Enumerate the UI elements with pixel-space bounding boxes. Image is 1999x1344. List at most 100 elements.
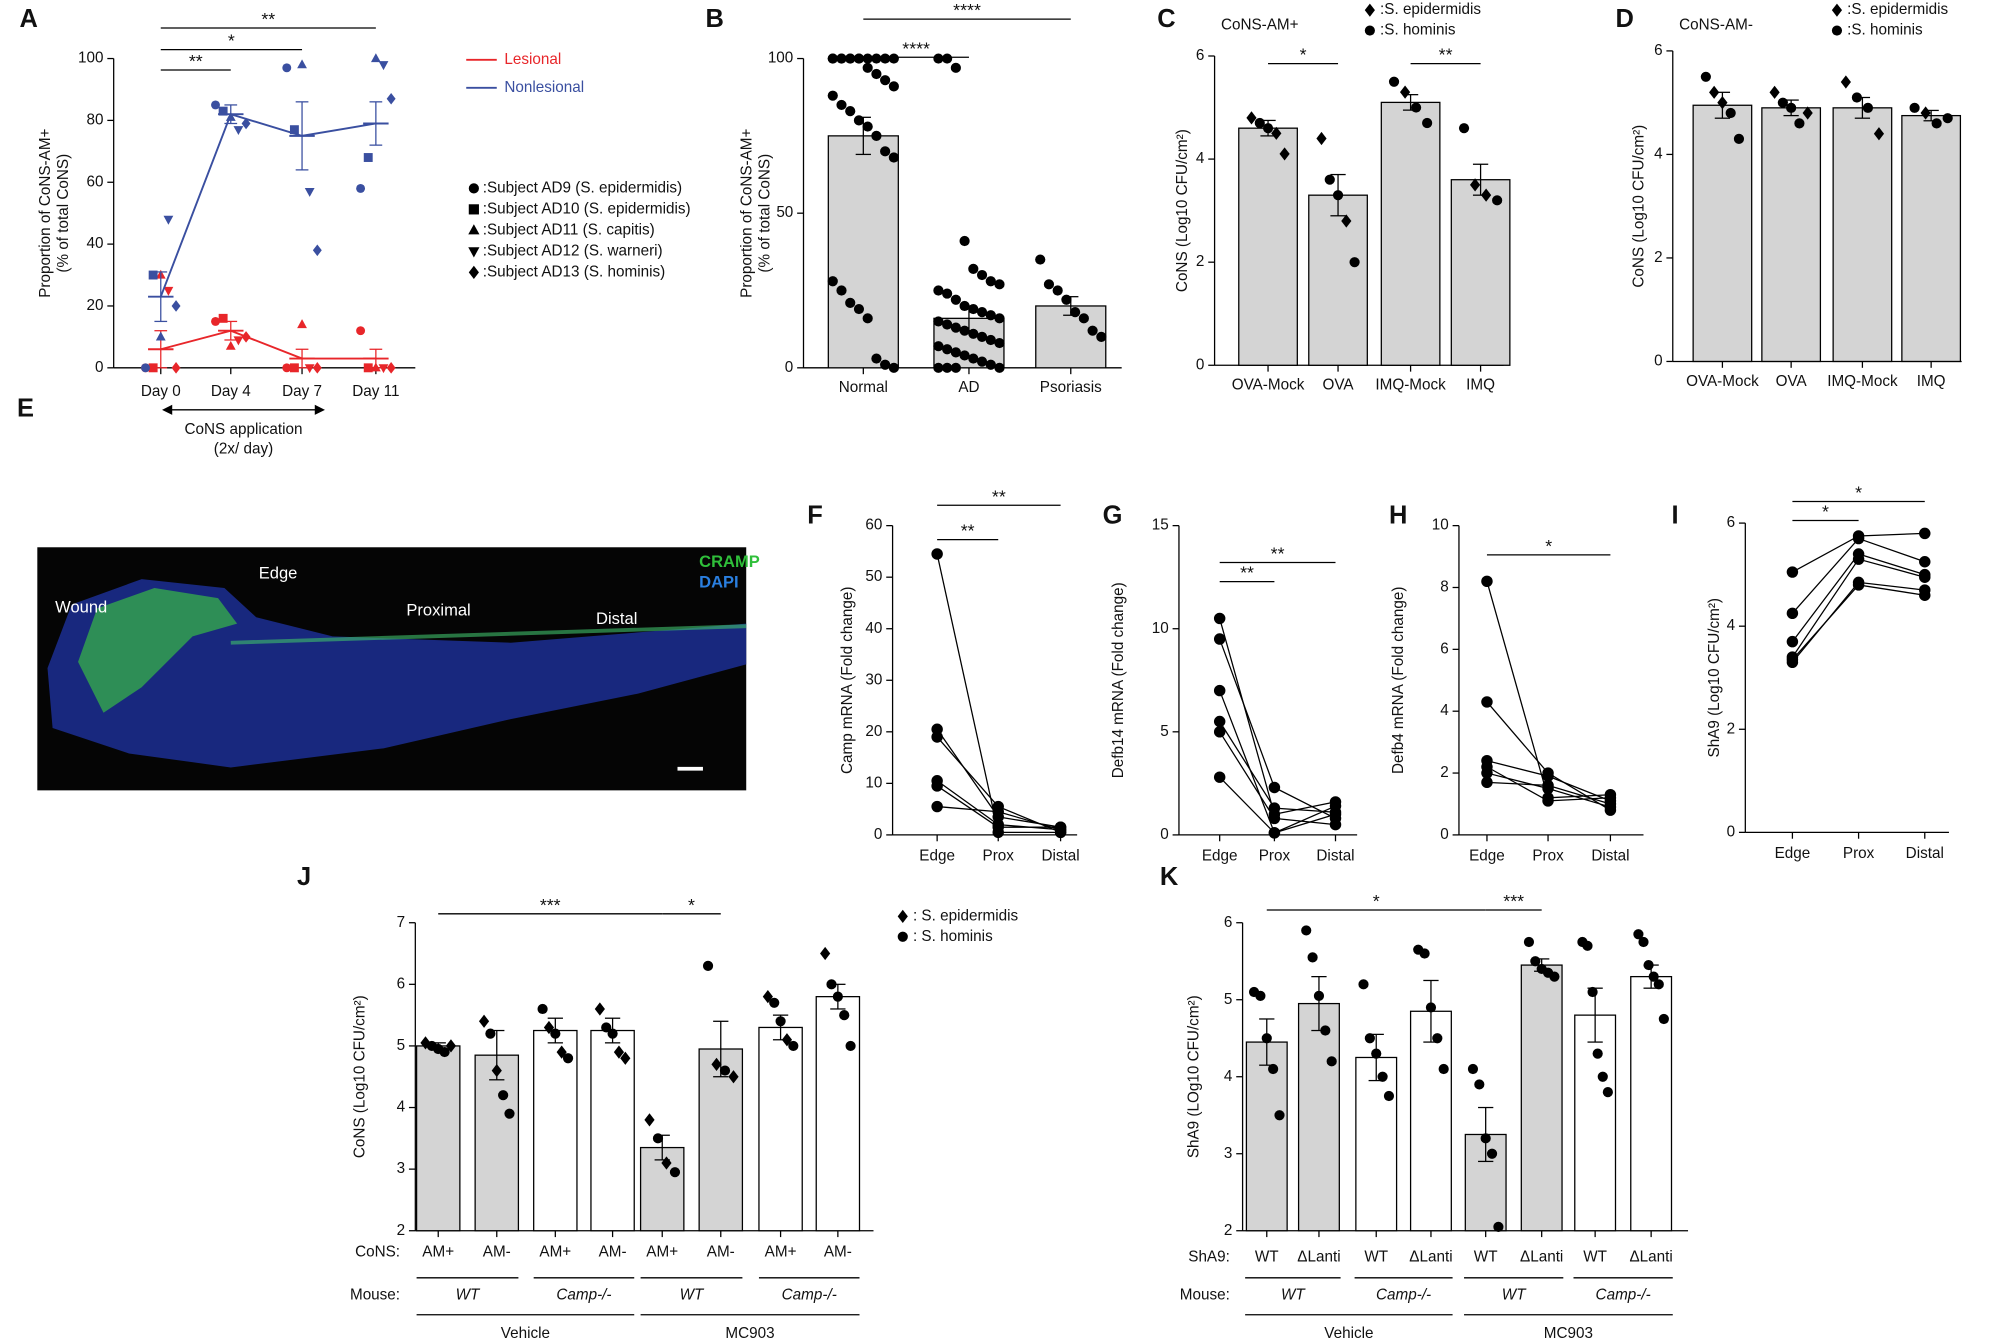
x-tick-label: AD xyxy=(958,379,979,396)
data-point xyxy=(218,313,228,323)
x-tick-label: Day 11 xyxy=(352,383,399,400)
data-point xyxy=(1648,971,1659,982)
data-point xyxy=(1717,96,1728,110)
data-point xyxy=(644,1113,655,1127)
data-point xyxy=(1307,952,1318,963)
data-point xyxy=(888,362,899,373)
x-tick-label: IMQ xyxy=(1466,377,1495,394)
data-point xyxy=(504,1108,515,1119)
significance-label: ** xyxy=(992,486,1006,506)
data-point xyxy=(933,316,944,327)
x-tick-label: AM+ xyxy=(765,1243,797,1260)
data-point xyxy=(289,363,299,373)
data-point xyxy=(297,319,307,329)
data-point xyxy=(1604,798,1617,810)
y-tick-label: 2 xyxy=(1727,720,1736,737)
data-point xyxy=(836,99,847,111)
legend-marker xyxy=(1831,3,1843,17)
data-point xyxy=(832,991,843,1002)
data-point xyxy=(862,121,873,132)
bar xyxy=(827,135,899,369)
legend-label: :Subject AD10 (S. epidermidis) xyxy=(483,200,691,217)
legend-label: :S. epidermidis xyxy=(1380,1,1481,18)
data-point xyxy=(1213,612,1226,625)
panel-letter: J xyxy=(297,863,311,891)
data-point xyxy=(959,235,970,247)
data-point xyxy=(163,286,174,296)
y-tick-label: 0 xyxy=(1727,823,1736,840)
panel-a-arrow xyxy=(162,404,325,415)
data-point xyxy=(826,979,837,990)
data-point xyxy=(1942,113,1953,124)
legend-marker xyxy=(468,204,479,215)
data-point xyxy=(363,153,373,162)
y-tick-label: 60 xyxy=(87,173,104,190)
significance-label: ** xyxy=(261,9,275,29)
data-point xyxy=(1852,553,1865,565)
data-point xyxy=(711,1057,722,1072)
data-point xyxy=(1919,571,1931,583)
channel-label: CRAMP xyxy=(699,552,760,571)
x-tick-label: ΔLanti xyxy=(1409,1248,1452,1265)
data-point xyxy=(1851,92,1862,103)
data-point xyxy=(370,362,381,372)
data-point xyxy=(1840,75,1851,89)
data-point xyxy=(1733,133,1745,144)
data-point xyxy=(171,362,181,374)
bar xyxy=(1832,107,1893,363)
legend-label: :Subject AD9 (S. epidermidis) xyxy=(483,179,682,196)
data-point xyxy=(1268,827,1281,839)
data-point xyxy=(827,276,838,287)
x-tick-label: Edge xyxy=(919,848,955,865)
group-label: Camp-/- xyxy=(1376,1287,1431,1304)
data-point xyxy=(211,316,220,326)
data-point xyxy=(888,152,899,163)
data-point xyxy=(669,1167,681,1178)
legend-marker xyxy=(468,224,480,235)
legend-label: :S. hominis xyxy=(1380,22,1456,39)
x-tick-label: WT xyxy=(1583,1248,1607,1265)
y-tick-label: 8 xyxy=(1440,579,1449,596)
y-tick-label: 20 xyxy=(87,297,104,314)
data-point xyxy=(1919,556,1931,568)
data-point xyxy=(1054,824,1067,836)
data-point xyxy=(950,347,961,358)
data-point xyxy=(950,322,961,333)
x-tick-label: AM- xyxy=(599,1243,627,1260)
legend-label: :Subject AD11 (S. capitis) xyxy=(483,221,655,238)
data-point xyxy=(959,325,970,336)
data-point xyxy=(1261,1033,1272,1044)
y-tick-label: 0 xyxy=(1196,356,1205,373)
legend-label: : S. hominis xyxy=(913,928,993,945)
y-axis-label: CoNS (Log10 CFU/cm²) xyxy=(1174,129,1191,292)
y-tick-label: 4 xyxy=(397,1099,406,1116)
group-label: WT xyxy=(680,1287,705,1304)
x-tick-label: AM+ xyxy=(646,1243,678,1260)
channel-label: DAPI xyxy=(699,572,739,591)
data-point xyxy=(1597,1071,1608,1082)
group-label: WT xyxy=(1281,1287,1306,1304)
data-point xyxy=(485,1028,496,1039)
y-tick-label: 0 xyxy=(95,359,104,376)
y-tick-label: 50 xyxy=(776,204,793,221)
data-point xyxy=(297,59,307,69)
data-point xyxy=(1324,174,1335,185)
significance-label: *** xyxy=(540,895,561,915)
data-point xyxy=(992,821,1004,833)
data-point xyxy=(1326,1056,1337,1067)
legend-label: : S. epidermidis xyxy=(913,907,1019,924)
data-point xyxy=(959,300,970,312)
data-point xyxy=(933,341,944,352)
data-point xyxy=(1542,770,1554,782)
data-point xyxy=(1035,254,1046,265)
series-line xyxy=(159,113,377,298)
data-point xyxy=(241,117,251,130)
y-tick-label: 4 xyxy=(1196,150,1205,167)
data-point xyxy=(950,362,961,373)
y-tick-label: 5 xyxy=(1224,991,1233,1008)
data-point xyxy=(839,1010,850,1021)
data-point xyxy=(1873,127,1885,141)
subject-line xyxy=(1791,584,1925,661)
y-tick-label: 30 xyxy=(865,671,882,688)
